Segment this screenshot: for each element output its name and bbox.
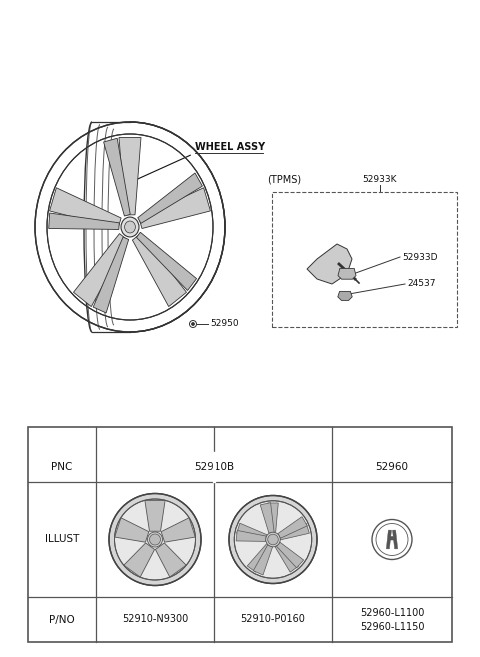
Polygon shape	[119, 137, 141, 215]
Text: 52960-L1100: 52960-L1100	[360, 608, 424, 618]
Polygon shape	[73, 234, 128, 307]
Text: 52960: 52960	[375, 462, 408, 472]
Text: 52960-L1150: 52960-L1150	[360, 622, 424, 631]
Ellipse shape	[125, 221, 135, 233]
Ellipse shape	[147, 532, 163, 547]
Text: 52933D: 52933D	[402, 252, 437, 261]
Text: 52910B: 52910B	[194, 462, 234, 472]
Polygon shape	[136, 233, 196, 290]
Ellipse shape	[268, 534, 278, 545]
Bar	[28, 427, 452, 642]
Ellipse shape	[149, 534, 160, 545]
Polygon shape	[268, 503, 278, 532]
Text: 52910-P0160: 52910-P0160	[240, 614, 305, 625]
Ellipse shape	[109, 493, 201, 585]
Polygon shape	[237, 523, 267, 540]
Polygon shape	[236, 530, 266, 541]
Ellipse shape	[229, 495, 317, 583]
Text: PNC: PNC	[51, 462, 72, 472]
Polygon shape	[139, 188, 210, 229]
Text: ILLUST: ILLUST	[45, 535, 79, 545]
Polygon shape	[386, 530, 392, 549]
Polygon shape	[104, 138, 130, 216]
Polygon shape	[132, 234, 187, 307]
Polygon shape	[275, 543, 299, 572]
Text: 24537: 24537	[407, 279, 435, 288]
Polygon shape	[145, 501, 165, 532]
Polygon shape	[93, 237, 129, 313]
Text: 52933K: 52933K	[362, 175, 397, 184]
Polygon shape	[48, 213, 119, 229]
Polygon shape	[260, 503, 274, 533]
Polygon shape	[253, 545, 273, 575]
Polygon shape	[278, 516, 307, 538]
Text: 52950: 52950	[210, 319, 239, 328]
Polygon shape	[389, 536, 394, 540]
Polygon shape	[338, 292, 352, 300]
Text: (TPMS): (TPMS)	[267, 174, 301, 184]
Polygon shape	[247, 543, 271, 572]
Polygon shape	[161, 518, 195, 542]
Ellipse shape	[266, 532, 280, 547]
Polygon shape	[307, 244, 352, 284]
Polygon shape	[115, 518, 149, 542]
Ellipse shape	[121, 217, 139, 237]
Polygon shape	[156, 543, 186, 577]
Ellipse shape	[115, 499, 195, 580]
Polygon shape	[138, 173, 203, 223]
Polygon shape	[393, 530, 398, 549]
Ellipse shape	[192, 323, 194, 325]
Polygon shape	[338, 269, 356, 279]
Polygon shape	[279, 523, 310, 540]
Bar	[272, 192, 457, 327]
Polygon shape	[124, 543, 155, 577]
Polygon shape	[213, 452, 215, 482]
Text: WHEEL ASSY: WHEEL ASSY	[195, 142, 265, 152]
Text: 52910-N9300: 52910-N9300	[122, 614, 188, 625]
Polygon shape	[49, 188, 121, 229]
Ellipse shape	[234, 501, 312, 578]
Text: P/NO: P/NO	[49, 614, 75, 625]
Polygon shape	[276, 542, 304, 568]
